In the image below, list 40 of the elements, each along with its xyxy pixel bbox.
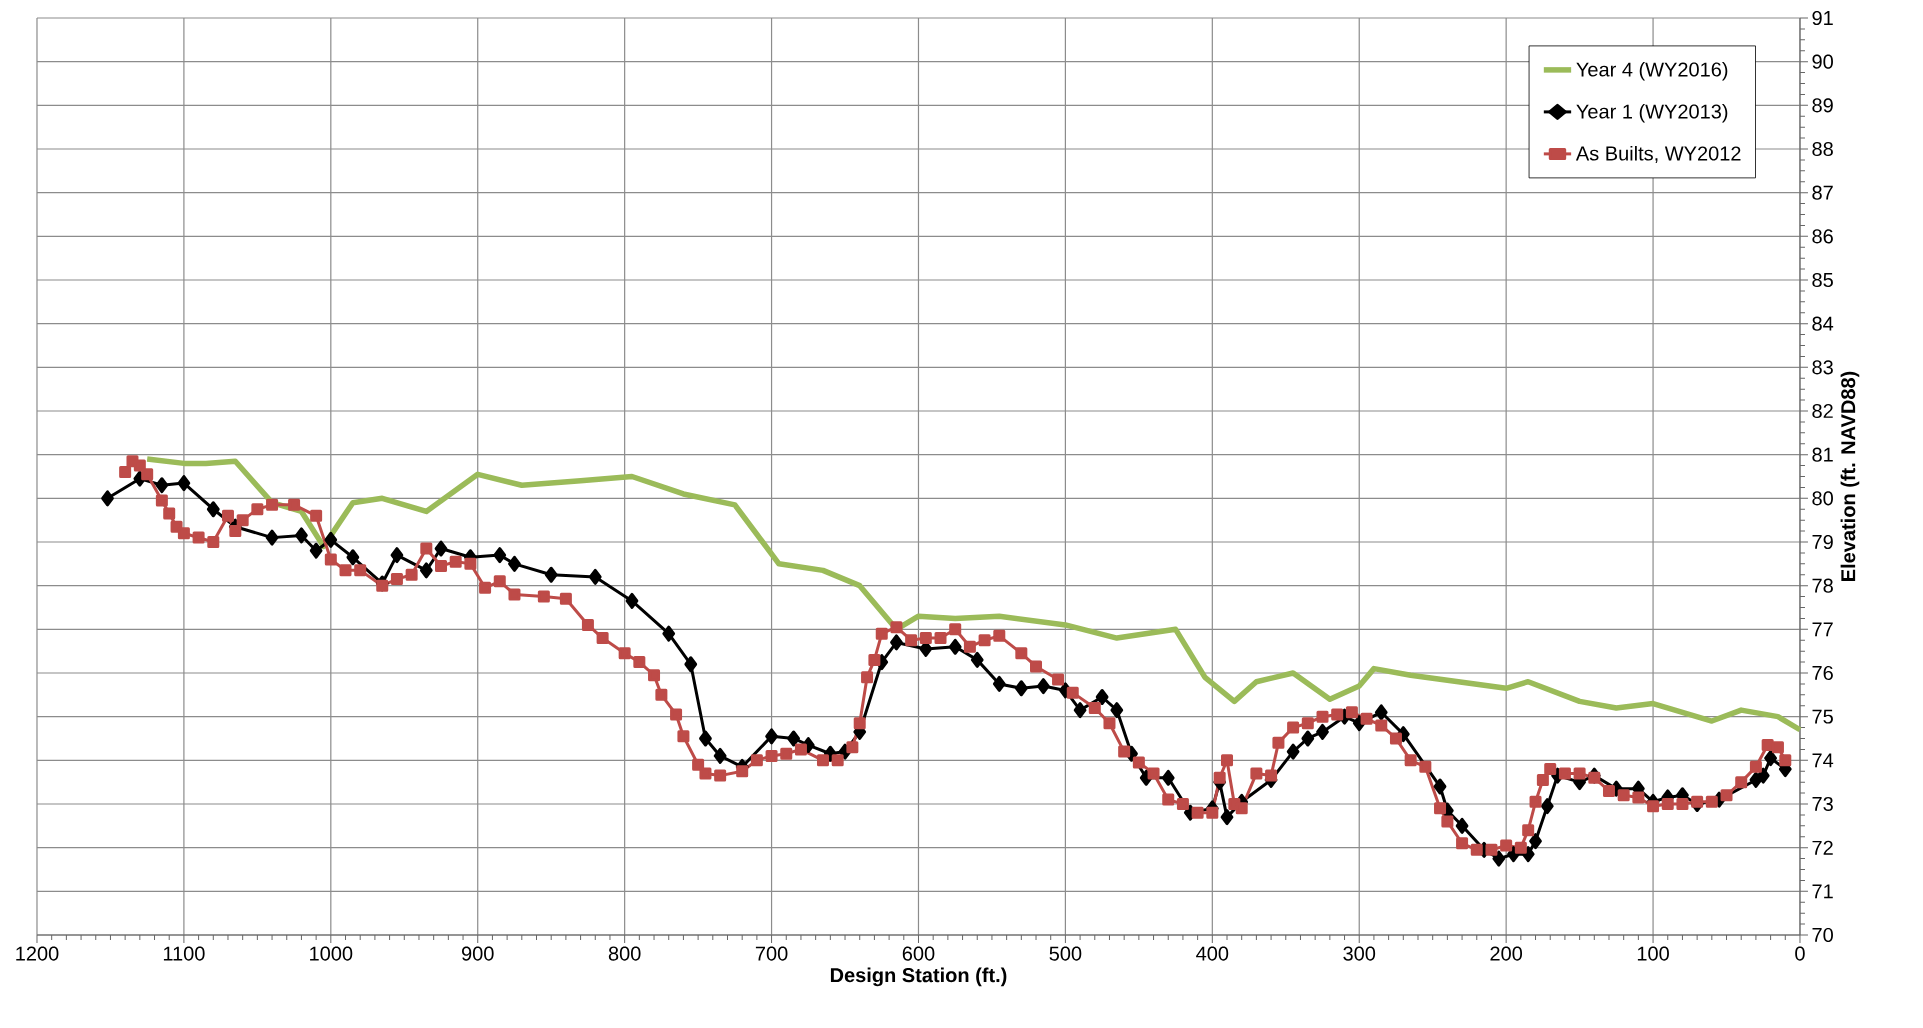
y-tick-label: 83 [1812,360,1833,375]
x-tick-label: 600 [902,946,935,961]
x-tick-label: 1100 [163,946,205,961]
x-axis-title: Design Station (ft.) [830,967,1007,987]
y-tick-label: 86 [1812,229,1833,244]
y-tick-label: 77 [1812,622,1833,637]
y-tick-label: 81 [1812,447,1833,462]
x-tick-label: 500 [1049,946,1082,961]
y-tick-label: 91 [1812,10,1833,26]
y-tick-label: 72 [1812,840,1833,855]
y-tick-label: 75 [1812,709,1833,724]
x-tick-label: 300 [1343,946,1376,961]
y-tick-label: 74 [1812,753,1834,768]
y-tick-label: 90 [1812,54,1833,69]
y-axis-title: Elevation (ft. NAVD88) [1840,371,1860,581]
x-tick-label: 900 [461,946,494,961]
y-tick-label: 85 [1812,272,1833,288]
y-tick-label: 73 [1812,796,1833,812]
y-tick-label: 82 [1812,403,1833,419]
x-tick-label: 700 [755,946,788,961]
x-tick-label: 100 [1637,946,1669,961]
y-tick-label: 70 [1812,927,1833,943]
y-tick-label: 71 [1812,884,1833,899]
y-tick-label: 89 [1812,98,1833,113]
legend-label: As Builts, WY2012 [1575,145,1741,163]
y-tick-label: 79 [1812,534,1833,550]
x-tick-label: 800 [608,946,641,961]
x-tick-label: 400 [1196,946,1229,961]
y-tick-label: 84 [1812,316,1834,331]
x-tick-label: 200 [1490,946,1523,961]
x-tick-label: 1200 [16,946,59,961]
y-tick-label: 80 [1812,491,1833,506]
y-tick-label: 76 [1812,665,1833,681]
legend-label: Year 4 (WY2016) [1576,61,1728,81]
x-tick-label: 1000 [310,946,353,961]
y-tick-label: 88 [1812,141,1833,157]
x-tick-label: 0 [1795,946,1805,961]
y-tick-label: 87 [1812,185,1833,200]
legend-label: Year 1 (WY2013) [1576,103,1728,123]
y-tick-label: 78 [1812,578,1833,593]
